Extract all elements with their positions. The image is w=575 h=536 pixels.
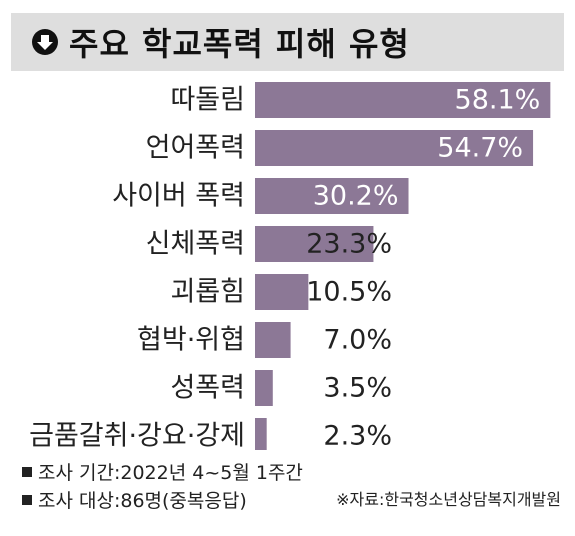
category-label: 신체폭력 xyxy=(146,229,245,260)
footnote-period: 조사 기간:2022년 4~5월 1주간 xyxy=(22,458,303,485)
category-label: 금품갈취·강요·강제 xyxy=(29,421,245,451)
category-label: 괴롭힘 xyxy=(170,277,245,308)
value-label: 58.1% xyxy=(455,85,541,116)
category-label: 사이버 폭력 xyxy=(112,181,245,212)
value-label: 3.5% xyxy=(323,373,392,404)
value-label: 2.3% xyxy=(323,421,392,451)
footnote-period-text: 조사 기간:2022년 4~5월 1주간 xyxy=(38,462,303,484)
value-label: 23.3% xyxy=(306,229,392,260)
bar xyxy=(255,370,273,406)
chart-header: 주요 학교폭력 피해 유형 xyxy=(11,13,564,71)
bullet-square-icon xyxy=(22,495,32,505)
bar xyxy=(255,82,551,118)
bar xyxy=(255,322,291,358)
bullet-square-icon xyxy=(22,467,32,477)
bar xyxy=(255,178,409,214)
value-label: 10.5% xyxy=(306,277,392,308)
category-label: 협박·위협 xyxy=(137,325,245,356)
value-label: 30.2% xyxy=(313,181,399,212)
chart-title: 주요 학교폭력 피해 유형 xyxy=(69,25,410,63)
bar xyxy=(255,226,374,262)
footnote-target-text: 조사 대상:86명(중복응답) xyxy=(38,490,247,512)
bar xyxy=(255,274,309,310)
arrow-down-circle-icon xyxy=(32,29,58,55)
value-label: 7.0% xyxy=(323,325,392,356)
source-note: ※자료:한국청소년상담복지개발원 xyxy=(336,490,561,509)
bar-chart: 따돌림 58.1% 언어폭력 54.7% 사이버 폭력 30.2% 신체폭력 23.3% 괴롭힘… xyxy=(29,82,551,451)
category-label: 언어폭력 xyxy=(146,133,245,164)
bar xyxy=(255,130,534,166)
bar xyxy=(255,418,267,450)
category-label: 따돌림 xyxy=(170,85,245,116)
footnote-target: 조사 대상:86명(중복응답) xyxy=(22,486,247,513)
value-label: 54.7% xyxy=(437,133,523,164)
category-label: 성폭력 xyxy=(170,373,245,404)
